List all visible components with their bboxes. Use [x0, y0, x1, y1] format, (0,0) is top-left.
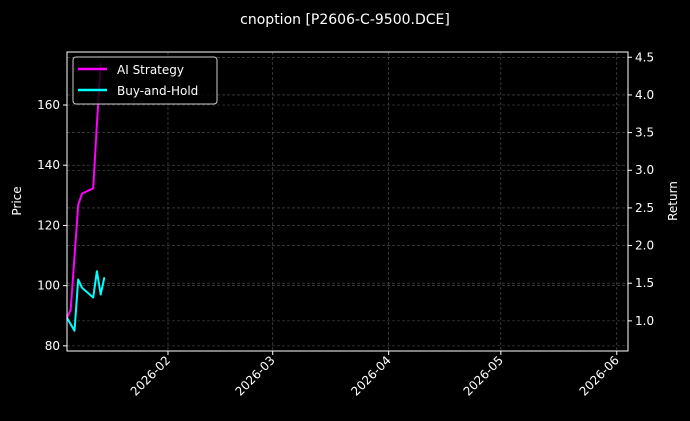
x-tick-label: 2026-05 [461, 353, 506, 398]
series-line-ai-strategy [66, 63, 102, 319]
x-axis: 2026-02 2026-03 2026-04 2026-05 2026-06 [128, 351, 622, 399]
y-left-tick-label: 120 [37, 218, 60, 232]
y-axis-left: 80 100 120 140 160 [37, 98, 67, 353]
y-left-tick-label: 100 [37, 279, 60, 293]
x-tick-label: 2026-06 [577, 353, 622, 398]
y-left-tick-label: 160 [37, 98, 60, 112]
y-axis-right-label: Return [666, 181, 680, 221]
legend: AI Strategy Buy-and-Hold [72, 56, 218, 105]
grid [67, 52, 628, 351]
y-right-tick-label: 3.5 [635, 126, 654, 140]
y-right-tick-label: 2.5 [635, 201, 654, 215]
legend-label-ai-strategy: AI Strategy [117, 63, 184, 77]
series-line-buy-and-hold [66, 270, 106, 332]
y-right-tick-label: 2.0 [635, 239, 654, 253]
y-right-tick-label: 4.5 [635, 50, 654, 64]
x-tick-label: 2026-04 [348, 353, 393, 398]
y-left-tick-label: 80 [45, 339, 60, 353]
x-tick-label: 2026-02 [128, 353, 173, 398]
y-axis-left-label: Price [10, 186, 24, 215]
y-right-tick-label: 1.5 [635, 276, 654, 290]
plot-frame [66, 51, 629, 352]
x-tick-label: 2026-03 [232, 353, 277, 398]
y-right-tick-label: 3.0 [635, 163, 654, 177]
legend-label-buy-and-hold: Buy-and-Hold [117, 84, 198, 98]
y-right-tick-label: 1.0 [635, 314, 654, 328]
y-right-tick-label: 4.0 [635, 88, 654, 102]
y-left-tick-label: 140 [37, 158, 60, 172]
chart-title: cnoption [P2606-C-9500.DCE] [240, 12, 450, 28]
series-layer [66, 63, 106, 332]
y-axis-right: 1.0 1.5 2.0 2.5 3.0 3.5 4.0 4.5 [628, 50, 654, 328]
legend-box [72, 56, 218, 105]
